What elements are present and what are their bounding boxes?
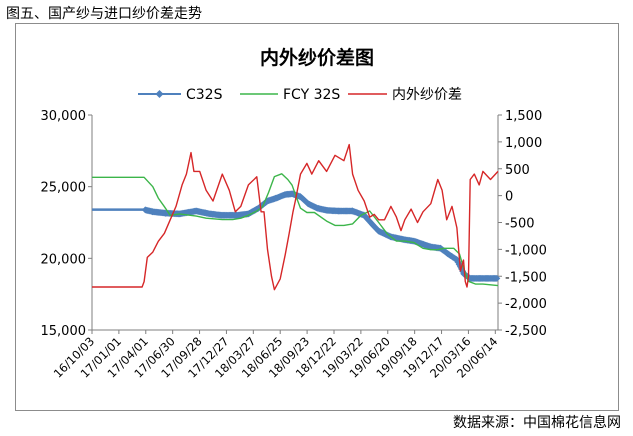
legend-label-fcy32s: FCY 32S [283, 87, 340, 103]
legend-label-c32s: C32S [186, 87, 223, 103]
y-right-tick-label: -2,500 [505, 324, 547, 339]
y-right-tick-label: -1,500 [505, 270, 547, 285]
axes: 15,000 20,000 25,000 30,000 -2,500 -2,000 -1,5… [41, 109, 547, 381]
y-left-tick-label: 15,000 [41, 324, 87, 339]
legend-marker-c32s [155, 90, 164, 98]
legend-label-spread: 内外纱价差 [392, 87, 462, 103]
y-right-tick-label: 1,500 [505, 109, 542, 124]
series-line-spread [92, 143, 499, 291]
figure-caption: 图五、国产纱与进口纱价差走势 [6, 6, 202, 22]
y-right-tick-label: -500 [505, 217, 535, 232]
y-right-tick-label: 1,000 [505, 136, 542, 151]
source-note: 数据来源：中国棉花信息网 [453, 415, 621, 431]
chart-legend: C32S FCY 32S 内外纱价差 [138, 87, 462, 103]
series-line-c32s [92, 192, 498, 280]
y-right-tick-label: -2,000 [505, 297, 547, 312]
chart-title: 内外纱价差图 [260, 46, 374, 69]
y-left-tick-label: 20,000 [41, 252, 87, 267]
plot-series [92, 143, 501, 291]
y-right-tick-label: -1,000 [505, 243, 547, 258]
series-line-fcy32s [92, 173, 499, 287]
data-point-c32s [493, 274, 501, 282]
chart-frame: 内外纱价差图 C32S FCY 32S 内外纱价差 15,000 20,000 25… [15, 23, 619, 411]
series-markers-c32s [141, 190, 501, 282]
y-left-tick-label: 30,000 [41, 109, 87, 124]
line-chart: 内外纱价差图 C32S FCY 32S 内外纱价差 15,000 20,000 25… [41, 46, 547, 381]
y-right-tick-label: 500 [505, 163, 530, 178]
y-left-tick-label: 25,000 [41, 181, 87, 196]
y-right-tick-label: 0 [505, 190, 513, 205]
